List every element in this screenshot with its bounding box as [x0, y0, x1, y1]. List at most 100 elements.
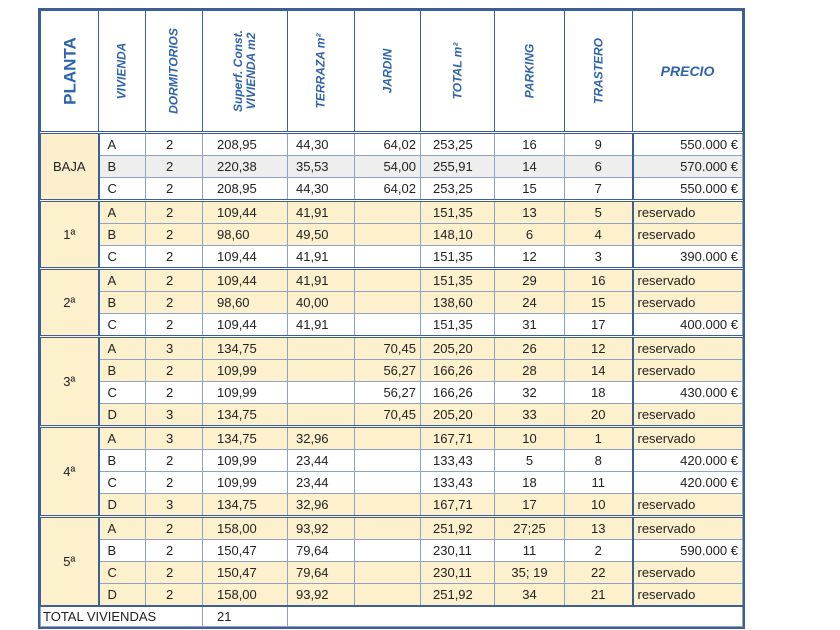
status-reservado: reservado: [631, 425, 743, 450]
dormitorios-cell: 2: [145, 245, 203, 269]
parking-cell: 27;25: [494, 515, 565, 540]
status-reservado: reservado: [631, 515, 743, 540]
vivienda-cell: A: [98, 199, 146, 224]
superficie-cell: 208,95: [202, 131, 288, 156]
terraza-cell: 41,91: [287, 245, 355, 269]
header-terraza-label: TERRAZA m²: [313, 33, 328, 109]
terraza-cell: 40,00: [287, 291, 355, 314]
vivienda-cell: C: [98, 381, 146, 404]
total-spacer: [287, 605, 743, 627]
planta-cell: 2ª: [40, 267, 100, 337]
planta-cell: 3ª: [40, 335, 100, 427]
dormitorios-cell: 2: [145, 449, 203, 472]
terraza-cell: [287, 359, 355, 382]
terraza-cell: 44,30: [287, 177, 355, 201]
header-precio: PRECIO: [632, 10, 743, 134]
parking-cell: 31: [494, 313, 565, 337]
terraza-cell: 41,91: [287, 313, 355, 337]
table-row: C 2 150,47 79,64 230,11 35; 19 22 reservado: [41, 561, 743, 584]
total-cell: 151,35: [420, 267, 495, 292]
jardin-cell: [354, 425, 421, 450]
header-planta-label: PLANTA: [60, 37, 79, 105]
superficie-cell: 158,00: [202, 583, 288, 607]
table-row: B 2 109,99 56,27 166,26 28 14 reservado: [41, 359, 743, 382]
dormitorios-cell: 2: [145, 291, 203, 314]
status-reservado: reservado: [631, 403, 743, 427]
table-row: B 2 220,38 35,53 54,00 255,91 14 6 570.000 €: [41, 155, 743, 178]
header-planta: PLANTA: [40, 10, 99, 134]
dormitorios-cell: 2: [145, 539, 203, 562]
vivienda-cell: D: [98, 403, 146, 427]
total-cell: 230,11: [420, 561, 495, 584]
parking-cell: 34: [494, 583, 565, 607]
terraza-cell: 41,91: [287, 199, 355, 224]
terraza-cell: [287, 381, 355, 404]
jardin-cell: [354, 199, 421, 224]
total-count: 21: [202, 605, 288, 627]
terraza-cell: [287, 403, 355, 427]
superficie-cell: 98,60: [202, 291, 288, 314]
header-parking: PARKING: [494, 10, 565, 134]
terraza-cell: 23,44: [287, 471, 355, 494]
terraza-cell: 49,50: [287, 223, 355, 246]
jardin-cell: [354, 561, 421, 584]
parking-cell: 33: [494, 403, 565, 427]
total-cell: 167,71: [420, 493, 495, 517]
trastero-cell: 10: [564, 493, 633, 517]
parking-cell: 11: [494, 539, 565, 562]
table-row: C 2 109,44 41,91 151,35 31 17 400.000 €: [41, 313, 743, 337]
terraza-cell: 79,64: [287, 539, 355, 562]
dormitorios-cell: 3: [145, 403, 203, 427]
terraza-cell: 93,92: [287, 583, 355, 607]
price-cell: 550.000 €: [631, 177, 743, 201]
superficie-cell: 150,47: [202, 561, 288, 584]
total-cell: 138,60: [420, 291, 495, 314]
terraza-cell: 41,91: [287, 267, 355, 292]
jardin-cell: [354, 291, 421, 314]
terraza-cell: 44,30: [287, 131, 355, 156]
header-superficie: Superf. Const. VIVIENDA m2: [202, 10, 288, 134]
trastero-cell: 13: [564, 515, 633, 540]
dormitorios-cell: 3: [145, 425, 203, 450]
vivienda-cell: B: [98, 291, 146, 314]
price-cell: 590.000 €: [631, 539, 743, 562]
planta-cell: 4ª: [40, 425, 100, 517]
table-row: D 2 158,00 93,92 251,92 34 21 reservado: [41, 583, 743, 607]
status-reservado: reservado: [631, 335, 743, 360]
superficie-cell: 109,44: [202, 267, 288, 292]
total-cell: 230,11: [420, 539, 495, 562]
planta-cell: 1ª: [40, 199, 100, 269]
vivienda-cell: C: [98, 471, 146, 494]
trastero-cell: 16: [564, 267, 633, 292]
jardin-cell: [354, 245, 421, 269]
header-parking-label: PARKING: [522, 43, 536, 99]
table-row: 4ª A 3 134,75 32,96 167,71 10 1 reservado: [40, 425, 743, 517]
superficie-cell: 98,60: [202, 223, 288, 246]
trastero-cell: 2: [564, 539, 633, 562]
total-cell: 151,35: [420, 199, 495, 224]
dormitorios-cell: 2: [145, 177, 203, 201]
dormitorios-cell: 2: [145, 199, 203, 224]
terraza-cell: 79,64: [287, 561, 355, 584]
jardin-cell: [354, 471, 421, 494]
parking-cell: 24: [494, 291, 565, 314]
total-cell: 166,26: [420, 359, 495, 382]
table-row: 3ª A 3 134,75 70,45 205,20 26 12 reservado: [40, 335, 743, 427]
total-cell: 167,71: [420, 425, 495, 450]
superficie-cell: 109,44: [202, 313, 288, 337]
total-cell: 253,25: [420, 177, 495, 201]
trastero-cell: 14: [564, 359, 633, 382]
table-row: B 2 98,60 40,00 138,60 24 15 reservado: [41, 291, 743, 314]
total-cell: 251,92: [420, 515, 495, 540]
parking-cell: 28: [494, 359, 565, 382]
total-row: TOTAL VIVIENDAS 21: [40, 605, 743, 627]
parking-cell: 12: [494, 245, 565, 269]
total-cell: 133,43: [420, 449, 495, 472]
status-reservado: reservado: [631, 291, 743, 314]
parking-cell: 16: [494, 131, 565, 156]
table-body: BAJA A 2 208,95 44,30 64,02 253,25 16 9 550.000 €…: [40, 131, 743, 607]
table-row: 2ª A 2 109,44 41,91 151,35 29 16 reservado: [40, 267, 743, 337]
header-dormitorios: DORMITORIOS: [145, 10, 203, 134]
jardin-cell: [354, 583, 421, 607]
trastero-cell: 20: [564, 403, 633, 427]
